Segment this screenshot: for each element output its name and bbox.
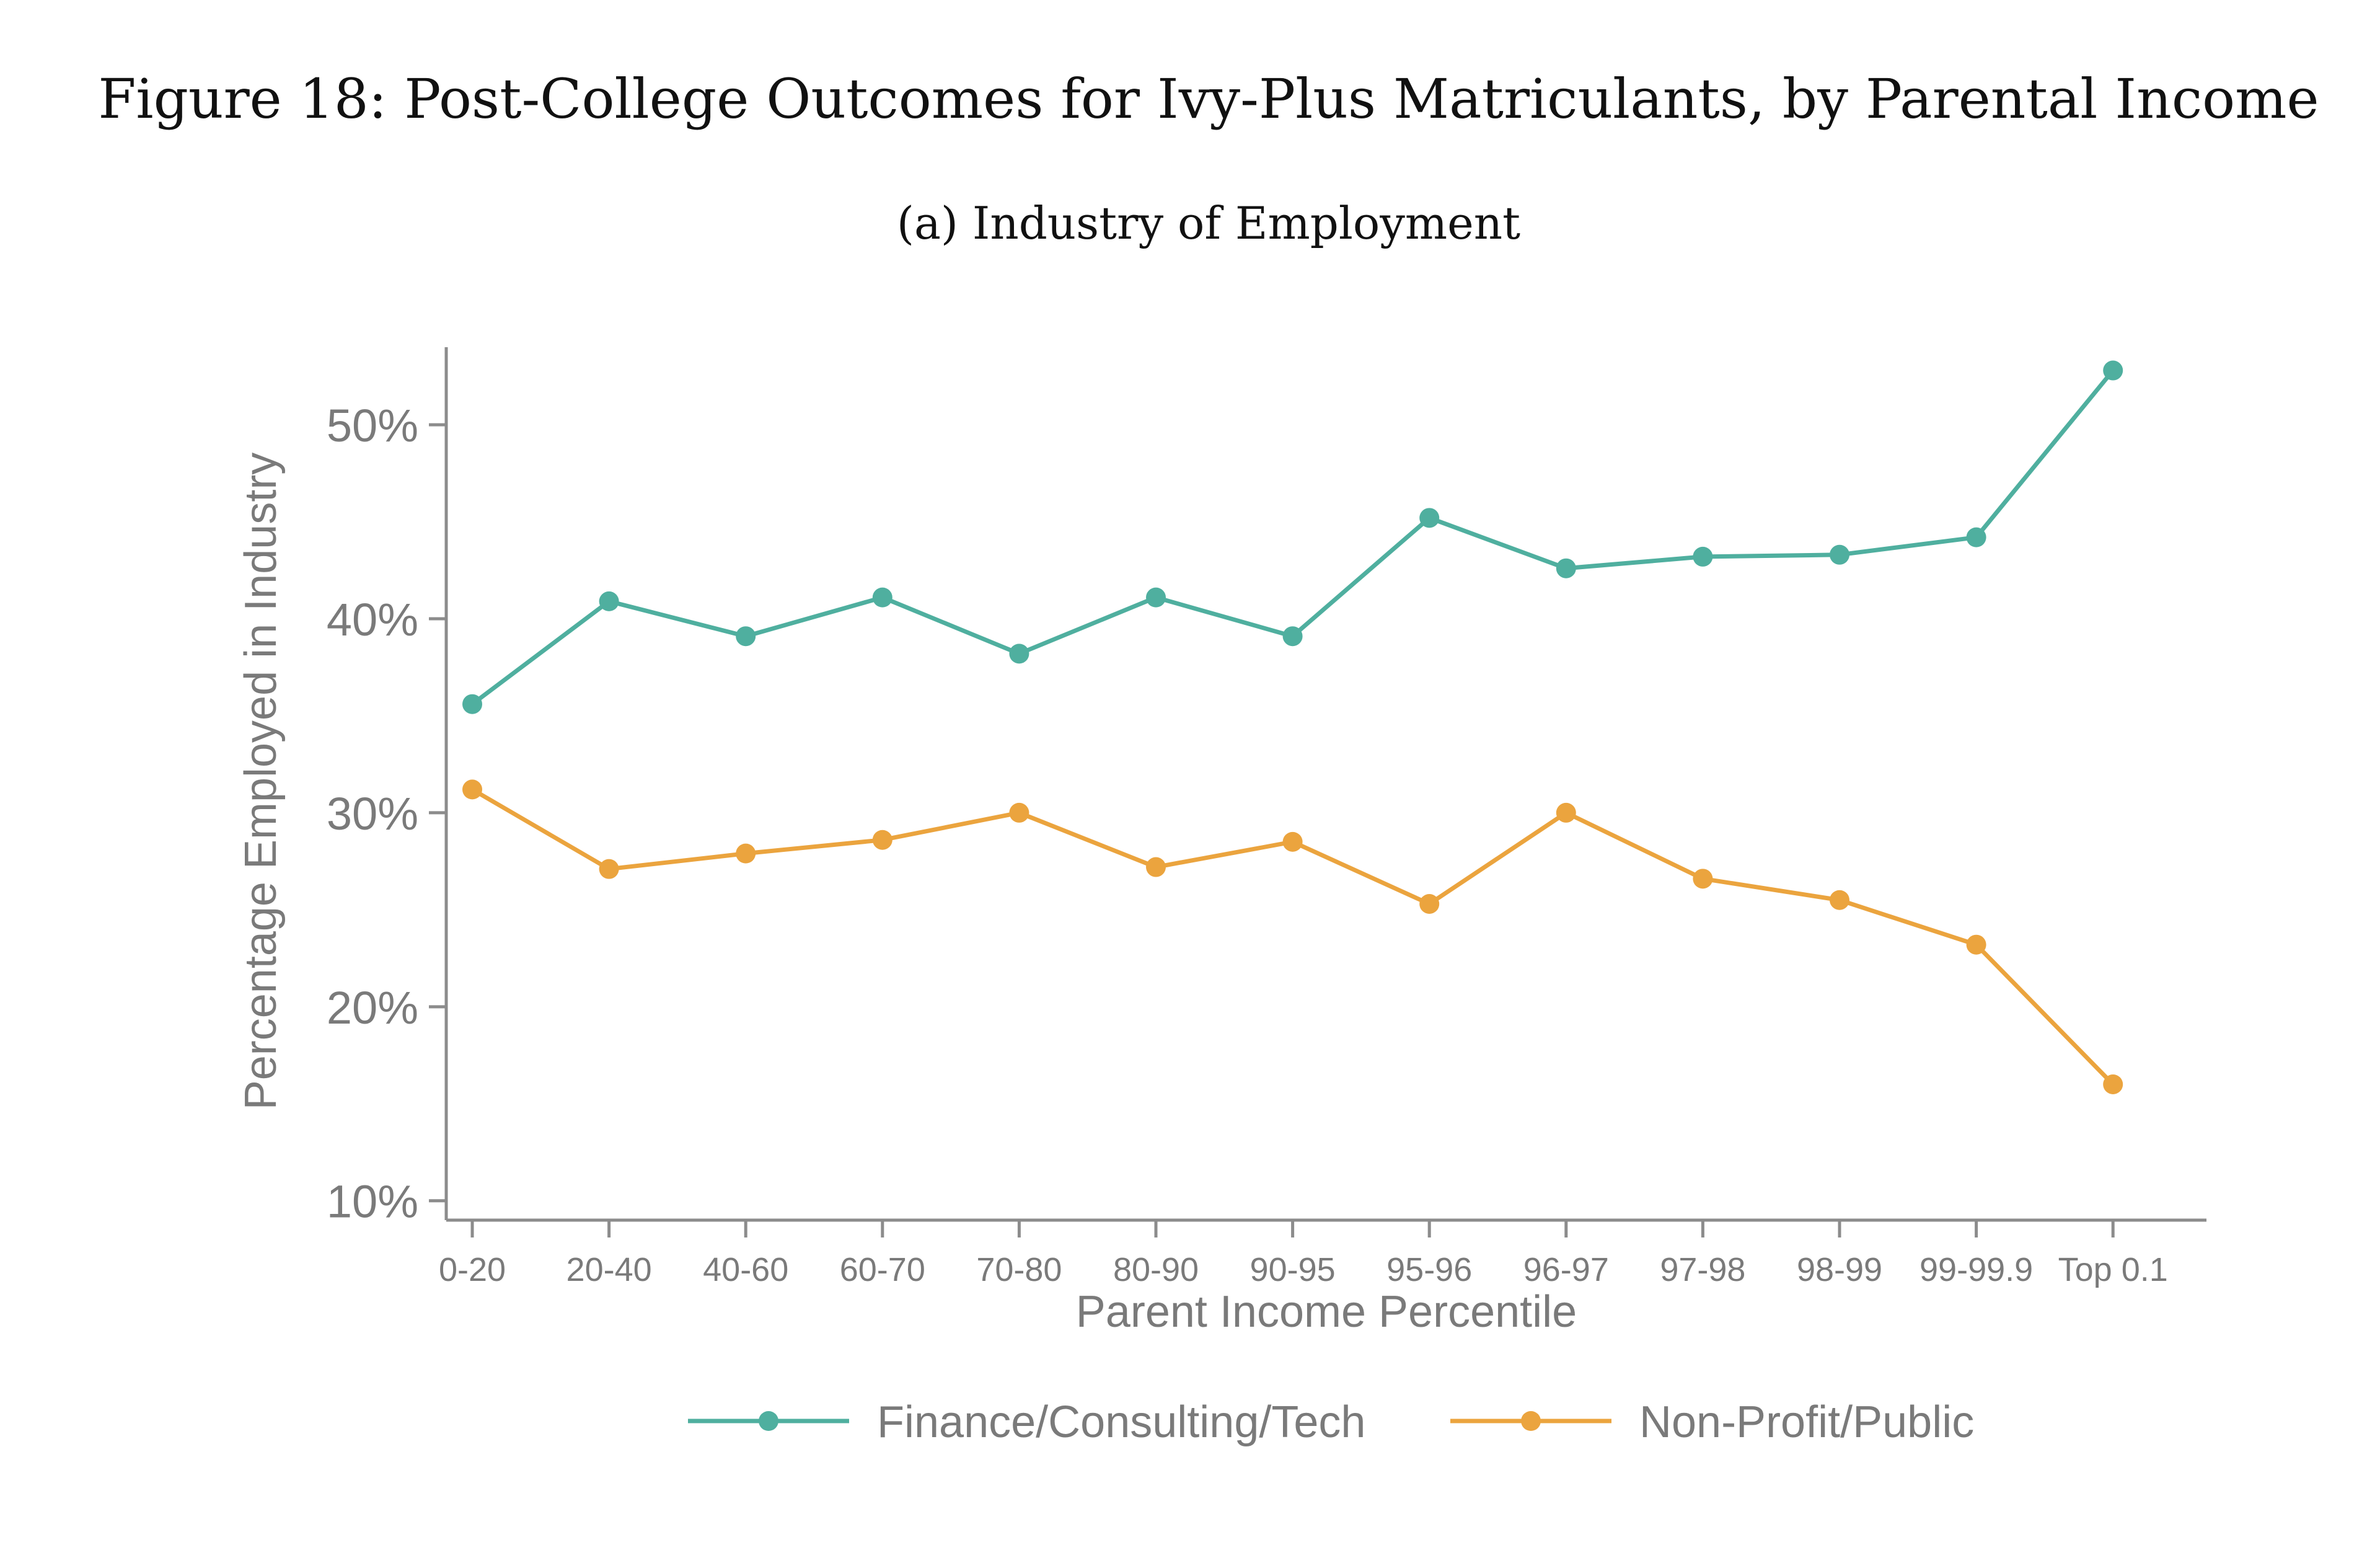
- legend-item-1: Non-Profit/Public: [1450, 1397, 1974, 1447]
- x-axis-label: Parent Income Percentile: [1076, 1287, 1577, 1337]
- legend-item-0: Finance/Consulting/Tech: [688, 1397, 1365, 1447]
- data-point: [872, 587, 892, 608]
- data-point: [2103, 360, 2123, 381]
- x-tick-label: 96-97: [1523, 1251, 1609, 1288]
- y-tick-label: 50%: [327, 400, 418, 451]
- x-tick-label: 99-99.9: [1919, 1251, 2033, 1288]
- data-point: [1419, 508, 1440, 528]
- data-point: [1830, 890, 1849, 910]
- x-tick-label: 98-99: [1797, 1251, 1882, 1288]
- x-tick-label: Top 0.1: [2058, 1251, 2168, 1288]
- data-point: [1146, 587, 1166, 608]
- x-tick-label: 60-70: [840, 1251, 925, 1288]
- legend-label: Non-Profit/Public: [1639, 1397, 1974, 1447]
- y-tick-label: 10%: [327, 1176, 418, 1228]
- figure-title: Figure 18: Post-College Outcomes for Ivy…: [98, 67, 2319, 131]
- data-point: [1966, 934, 1986, 955]
- x-tick-label: 97-98: [1660, 1251, 1745, 1288]
- data-point: [1830, 544, 1849, 565]
- data-point: [462, 694, 482, 714]
- data-point: [1009, 802, 1029, 823]
- data-point: [599, 591, 619, 611]
- data-point: [462, 779, 482, 800]
- data-point: [1419, 893, 1440, 914]
- series-line-0: [470, 369, 2115, 706]
- x-tick-label: 20-40: [566, 1251, 652, 1288]
- x-tick-label: 0-20: [439, 1251, 506, 1288]
- data-point: [599, 859, 619, 879]
- x-tick-label: 40-60: [703, 1251, 788, 1288]
- data-point: [1556, 558, 1576, 578]
- y-tick-label: 40%: [327, 594, 418, 645]
- y-tick-label: 20%: [327, 982, 418, 1034]
- legend-label: Finance/Consulting/Tech: [877, 1397, 1365, 1447]
- x-tick-label: 90-95: [1250, 1251, 1336, 1288]
- data-point: [1282, 626, 1303, 647]
- x-tick-label: 95-96: [1386, 1251, 1472, 1288]
- legend: Finance/Consulting/Tech Non-Profit/Public: [688, 1397, 1974, 1447]
- legend-swatch-marker: [1521, 1411, 1541, 1431]
- data-point: [1009, 644, 1029, 664]
- data-point: [736, 626, 756, 647]
- data-point: [1693, 869, 1713, 889]
- data-point: [1693, 546, 1713, 567]
- y-tick-label: 30%: [327, 788, 418, 839]
- data-point: [2103, 1074, 2123, 1094]
- x-tick-label: 70-80: [976, 1251, 1062, 1288]
- data-point: [1146, 857, 1166, 877]
- data-point: [1966, 527, 1986, 547]
- data-point: [1556, 802, 1576, 823]
- data-point: [872, 830, 892, 850]
- y-axis-label: Percentage Employed in Industry: [236, 453, 286, 1110]
- data-point: [1282, 831, 1303, 852]
- legend-swatch-marker: [759, 1411, 778, 1431]
- chart-subtitle: (a) Industry of Employment: [897, 197, 1520, 249]
- x-tick-label: 80-90: [1113, 1251, 1199, 1288]
- plot-area: 10% 20% 30% 40% 50% 0-20 20-40 40-60 60-70 70-80 8…: [327, 347, 2206, 1288]
- data-point: [736, 843, 756, 864]
